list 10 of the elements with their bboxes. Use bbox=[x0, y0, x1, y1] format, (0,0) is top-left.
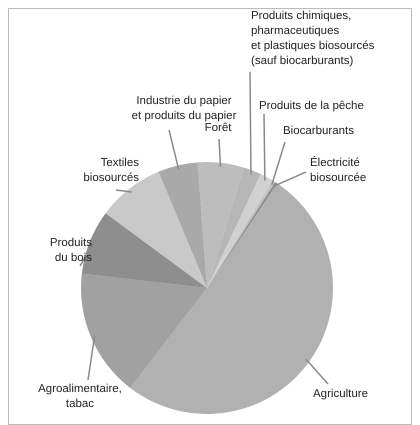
slice-label: Électricité biosourcée bbox=[310, 156, 366, 184]
slice-label: Forêt bbox=[204, 122, 232, 134]
slice-label: Agriculture bbox=[313, 388, 368, 400]
slice-label: Produits du bois bbox=[50, 237, 92, 264]
slice-label: Textiles biosourcés bbox=[83, 157, 140, 184]
slice-label: Biocarburants bbox=[283, 125, 354, 137]
slice-label: Produits chimiques, pharmaceutiques et plastiques biosourcés (sauf biocarburants) bbox=[251, 10, 375, 67]
slice-label: Agroalimentaire, tabac bbox=[38, 383, 122, 410]
slice-label: Industrie du papier et produits du papier bbox=[132, 95, 237, 122]
slice-label: Produits de la pêche bbox=[259, 100, 364, 112]
